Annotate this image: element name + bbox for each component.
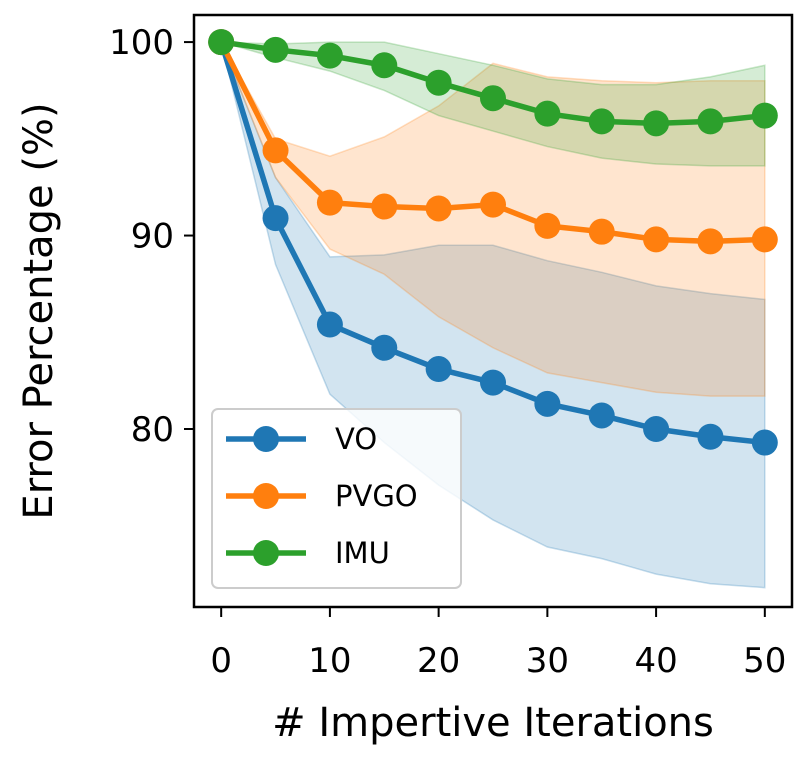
x-tick-label: 10 (308, 641, 351, 681)
vo-point (534, 390, 561, 417)
vo-point (480, 369, 506, 396)
pvgo-point (643, 226, 670, 253)
pvgo-point (751, 226, 778, 253)
legend-label-pvgo: PVGO (335, 479, 418, 513)
imu-point (316, 42, 343, 69)
legend-label-vo: VO (335, 422, 377, 456)
imu-point (751, 102, 778, 129)
y-axis-label: Error Percentage (%) (16, 102, 62, 519)
y-axis-ticks: 80 90 100 (109, 23, 194, 450)
legend-marker-vo (253, 426, 279, 452)
pvgo-point (316, 189, 343, 216)
y-tick-label: 100 (109, 23, 174, 63)
imu-point (534, 100, 561, 127)
imu-point (262, 36, 289, 63)
imu-point (643, 110, 670, 137)
legend-marker-imu (253, 540, 279, 566)
pvgo-point (534, 212, 561, 239)
legend-marker-pvgo (253, 483, 279, 509)
pvgo-point (262, 137, 289, 164)
imu-point (480, 85, 506, 112)
vo-point (262, 205, 289, 232)
legend-items: VO PVGO IMU (226, 422, 418, 570)
pvgo-point (480, 191, 506, 218)
vo-point (751, 429, 778, 456)
x-axis-label: # Impertive Iterations (272, 700, 714, 746)
x-tick-label: 20 (417, 641, 460, 681)
vo-point (316, 311, 343, 338)
imu-point (588, 108, 615, 135)
series-points (208, 29, 778, 456)
x-axis-ticks: 0 10 20 30 40 50 (210, 607, 786, 681)
vo-point (588, 402, 615, 429)
x-tick-label: 30 (526, 641, 569, 681)
plot-frame (192, 13, 794, 609)
imu-point (208, 29, 235, 56)
legend: VO PVGO IMU (211, 408, 462, 589)
imu-point (697, 108, 724, 135)
x-tick-label: 40 (634, 641, 677, 681)
imu-point (371, 52, 398, 79)
y-tick-label: 90 (131, 217, 174, 257)
pvgo-point (425, 195, 452, 222)
vo-point (425, 356, 452, 383)
y-tick-label: 80 (131, 410, 174, 450)
pvgo-point (697, 228, 724, 255)
vo-point (371, 334, 398, 361)
vo-point (643, 416, 670, 443)
vo-point (697, 423, 724, 450)
pvgo-point (371, 193, 398, 220)
x-tick-label: 50 (743, 641, 786, 681)
x-tick-label: 0 (210, 641, 232, 681)
imu-point (425, 69, 452, 96)
legend-label-imu: IMU (335, 536, 390, 570)
pvgo-point (588, 218, 615, 245)
